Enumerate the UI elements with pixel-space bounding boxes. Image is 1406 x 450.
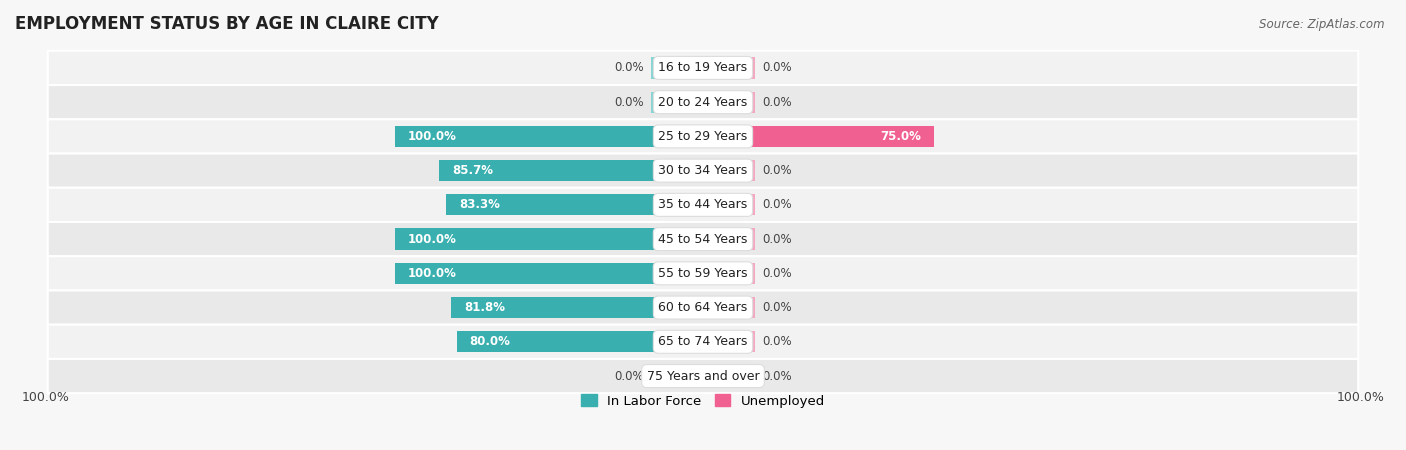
Text: 60 to 64 Years: 60 to 64 Years	[658, 301, 748, 314]
Bar	[703, 160, 755, 181]
Bar	[703, 365, 755, 387]
Bar	[395, 126, 703, 147]
Text: 20 to 24 Years: 20 to 24 Years	[658, 96, 748, 108]
Bar	[451, 297, 703, 318]
Text: 100.0%: 100.0%	[408, 267, 457, 280]
Bar	[395, 229, 703, 250]
Text: 75 Years and over: 75 Years and over	[647, 369, 759, 382]
Bar	[703, 229, 755, 250]
Bar	[703, 263, 755, 284]
Text: 0.0%: 0.0%	[762, 61, 792, 74]
FancyBboxPatch shape	[48, 85, 1358, 119]
Text: 55 to 59 Years: 55 to 59 Years	[658, 267, 748, 280]
Text: EMPLOYMENT STATUS BY AGE IN CLAIRE CITY: EMPLOYMENT STATUS BY AGE IN CLAIRE CITY	[15, 15, 439, 33]
Text: 0.0%: 0.0%	[762, 267, 792, 280]
Text: 100.0%: 100.0%	[408, 130, 457, 143]
Bar	[651, 57, 703, 79]
Text: 16 to 19 Years: 16 to 19 Years	[658, 61, 748, 74]
Bar	[703, 194, 755, 216]
Text: 0.0%: 0.0%	[762, 233, 792, 246]
Text: 0.0%: 0.0%	[762, 369, 792, 382]
Text: 75.0%: 75.0%	[880, 130, 921, 143]
Text: 65 to 74 Years: 65 to 74 Years	[658, 335, 748, 348]
Text: Source: ZipAtlas.com: Source: ZipAtlas.com	[1260, 18, 1385, 31]
Text: 0.0%: 0.0%	[762, 335, 792, 348]
Bar	[457, 331, 703, 352]
Text: 100.0%: 100.0%	[408, 233, 457, 246]
FancyBboxPatch shape	[48, 188, 1358, 222]
Text: 25 to 29 Years: 25 to 29 Years	[658, 130, 748, 143]
Text: 35 to 44 Years: 35 to 44 Years	[658, 198, 748, 211]
FancyBboxPatch shape	[48, 119, 1358, 153]
Text: 0.0%: 0.0%	[614, 96, 644, 108]
Bar	[651, 91, 703, 113]
Bar	[703, 57, 755, 79]
FancyBboxPatch shape	[48, 290, 1358, 325]
Bar	[703, 126, 934, 147]
FancyBboxPatch shape	[48, 359, 1358, 393]
Bar	[439, 160, 703, 181]
Text: 0.0%: 0.0%	[762, 164, 792, 177]
Text: 45 to 54 Years: 45 to 54 Years	[658, 233, 748, 246]
Text: 100.0%: 100.0%	[21, 391, 69, 404]
Text: 85.7%: 85.7%	[453, 164, 494, 177]
Bar	[703, 331, 755, 352]
Text: 100.0%: 100.0%	[1337, 391, 1385, 404]
FancyBboxPatch shape	[48, 51, 1358, 85]
Legend: In Labor Force, Unemployed: In Labor Force, Unemployed	[575, 389, 831, 413]
Text: 0.0%: 0.0%	[762, 96, 792, 108]
Text: 0.0%: 0.0%	[614, 61, 644, 74]
Bar	[703, 91, 755, 113]
Text: 0.0%: 0.0%	[762, 198, 792, 211]
Text: 83.3%: 83.3%	[460, 198, 501, 211]
FancyBboxPatch shape	[48, 222, 1358, 256]
Bar	[651, 365, 703, 387]
Text: 0.0%: 0.0%	[614, 369, 644, 382]
FancyBboxPatch shape	[48, 256, 1358, 290]
Text: 0.0%: 0.0%	[762, 301, 792, 314]
Text: 30 to 34 Years: 30 to 34 Years	[658, 164, 748, 177]
Bar	[447, 194, 703, 216]
FancyBboxPatch shape	[48, 325, 1358, 359]
FancyBboxPatch shape	[48, 153, 1358, 188]
Text: 80.0%: 80.0%	[470, 335, 510, 348]
Bar	[703, 297, 755, 318]
Bar	[395, 263, 703, 284]
Text: 81.8%: 81.8%	[464, 301, 505, 314]
